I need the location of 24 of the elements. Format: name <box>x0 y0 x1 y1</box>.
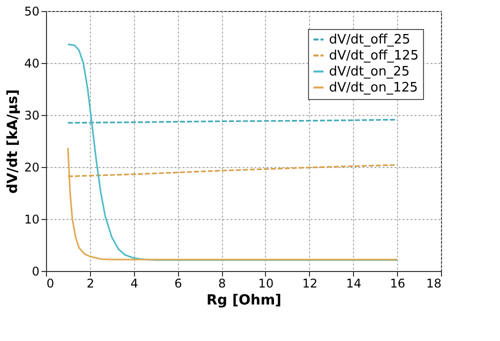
y-tick-label: 30 <box>24 108 40 122</box>
y-tick-label: 40 <box>24 56 40 70</box>
y-axis-title: dV/dt [kA/µs] <box>5 89 22 194</box>
x-tick-label: 10 <box>258 276 274 290</box>
line-series <box>67 146 398 260</box>
x-tick-label: 2 <box>86 276 94 290</box>
x-tick-label: 14 <box>346 276 362 290</box>
y-tick-label: 50 <box>24 4 40 18</box>
y-tick-label: 0 <box>32 264 40 278</box>
legend-label: dV/dt_off_125 <box>329 48 419 64</box>
x-axis-title: Rg [Ohm] <box>206 292 282 308</box>
x-tick-label: 6 <box>174 276 182 290</box>
legend-label: dV/dt_off_25 <box>329 32 410 48</box>
x-tick-label: 12 <box>302 276 318 290</box>
y-tick-label: 10 <box>24 212 40 226</box>
x-tick-label: 0 <box>46 276 54 290</box>
legend-label: dV/dt_on_25 <box>329 64 410 80</box>
y-tick-label: 20 <box>24 160 40 174</box>
x-tick-label: 4 <box>130 276 138 290</box>
x-tick-label: 18 <box>426 276 442 290</box>
legend-label: dV/dt_on_125 <box>329 80 418 96</box>
line-series <box>67 164 398 178</box>
x-tick-label: 16 <box>390 276 406 290</box>
x-tick-label: 8 <box>218 276 226 290</box>
